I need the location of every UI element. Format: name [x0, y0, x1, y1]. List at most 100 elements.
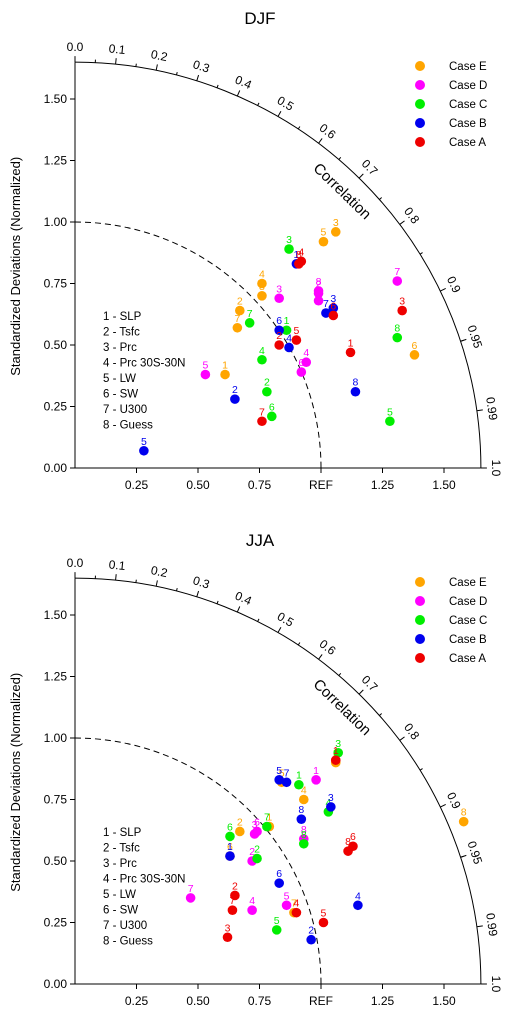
data-point	[281, 777, 292, 788]
data-point-label: 4	[259, 269, 265, 281]
data-point	[235, 826, 245, 837]
corr-tick	[399, 736, 405, 741]
data-point	[281, 900, 292, 911]
y-tick-label: 0.00	[44, 977, 68, 991]
data-point	[271, 925, 282, 935]
data-point-label: 7	[394, 266, 400, 278]
data-point-label: 4	[249, 895, 255, 907]
data-point-label: 7	[284, 767, 290, 779]
data-point-label: 4	[303, 347, 309, 359]
data-point-label: 1	[333, 745, 339, 757]
data-point	[220, 369, 230, 380]
data-point-label: 4	[298, 246, 304, 258]
corr-tick	[440, 804, 446, 808]
data-point	[321, 308, 331, 318]
data-point-label: 5	[284, 890, 290, 902]
data-point	[298, 838, 309, 849]
legend-marker	[415, 137, 425, 147]
corr-tick-label: 0.2	[150, 47, 169, 64]
x-tick-label: 0.75	[248, 994, 272, 1008]
data-point	[252, 826, 262, 837]
y-tick-label: 0.25	[44, 400, 68, 414]
legend-label: Case C	[449, 99, 487, 111]
data-point	[262, 821, 272, 832]
variable-key-item: 7 - U300	[103, 404, 147, 416]
corr-minor-tick	[460, 339, 464, 342]
corr-tick-label: 0.95	[465, 839, 486, 866]
outer-arc	[74, 577, 482, 985]
legend-label: Case D	[449, 80, 487, 92]
legend-marker	[415, 653, 425, 663]
variable-key-item: 6 - SW	[103, 905, 138, 917]
corr-tick	[155, 580, 158, 587]
data-point	[200, 369, 211, 380]
y-tick-label: 1.00	[44, 215, 68, 229]
legend-marker	[415, 61, 425, 71]
variable-key-item: 4 - Prc 30S-30N	[103, 358, 185, 370]
y-axis-label: Standardized Deviations (Normalized)	[8, 157, 23, 376]
data-point	[291, 335, 302, 345]
data-point	[313, 286, 324, 296]
data-point-label: 2	[232, 384, 238, 396]
data-point-label: 4	[301, 785, 307, 797]
data-point-label: 8	[296, 249, 302, 261]
corr-tick	[115, 574, 117, 581]
data-point	[281, 325, 292, 336]
x-tick-label: 0.25	[125, 994, 149, 1008]
data-point-label: 5	[279, 767, 285, 779]
data-point	[397, 305, 407, 316]
data-point-label: 2	[276, 330, 282, 342]
corr-tick	[196, 590, 200, 597]
x-tick-label: 0.75	[248, 478, 272, 492]
corr-tick	[155, 64, 158, 71]
data-point	[185, 893, 196, 903]
data-point-label: 3	[335, 738, 341, 750]
y-tick-label: 1.25	[44, 154, 68, 168]
data-point-label: 3	[225, 922, 231, 934]
data-point-label: 3	[328, 792, 334, 804]
data-point-label: 8	[298, 804, 304, 816]
data-point-label: 1	[348, 337, 354, 349]
data-point	[301, 357, 312, 368]
data-point	[274, 340, 284, 350]
data-point	[227, 905, 238, 915]
corr-tick	[277, 111, 282, 117]
corr-tick-label: 0.0	[67, 556, 84, 570]
data-point-label: 3	[252, 819, 258, 831]
corr-tick	[318, 138, 323, 144]
data-point-label: 6	[254, 816, 260, 828]
data-point	[313, 295, 324, 306]
legend-marker	[415, 118, 425, 128]
outer-arc	[74, 61, 482, 469]
chart-title: JJA	[246, 531, 275, 550]
corr-tick-label: 0.99	[483, 912, 500, 937]
variable-key-item: 8 - Guess	[103, 936, 153, 948]
data-point-label: 7	[264, 812, 270, 824]
corr-tick	[358, 689, 364, 695]
data-point	[392, 332, 403, 343]
data-point-label: 4	[355, 890, 361, 902]
y-tick-label: 0.25	[44, 916, 68, 930]
data-point	[326, 802, 336, 812]
y-tick-label: 0.75	[44, 277, 68, 291]
corr-tick-label: 1.0	[489, 460, 503, 477]
data-point	[296, 367, 307, 377]
corr-tick	[399, 220, 405, 225]
data-point	[247, 905, 257, 915]
variable-key-item: 2 - Tsfc	[103, 327, 140, 339]
data-point	[274, 293, 284, 304]
corr-tick-label: 1.0	[489, 976, 503, 993]
corr-tick-label: 0.8	[401, 721, 422, 743]
data-point-label: 8	[301, 824, 307, 836]
corr-tick-label: 0.6	[317, 121, 339, 142]
data-point	[350, 386, 361, 397]
chart-title: DJF	[244, 9, 275, 28]
y-tick-label: 0.75	[44, 793, 68, 807]
data-point	[343, 846, 353, 856]
variable-key-item: 3 - Prc	[103, 342, 137, 354]
data-point-label: 1	[222, 360, 228, 372]
data-point	[330, 227, 341, 237]
data-point	[284, 244, 294, 254]
data-point-label: 3	[399, 296, 405, 308]
data-point-label: 8	[394, 323, 400, 335]
